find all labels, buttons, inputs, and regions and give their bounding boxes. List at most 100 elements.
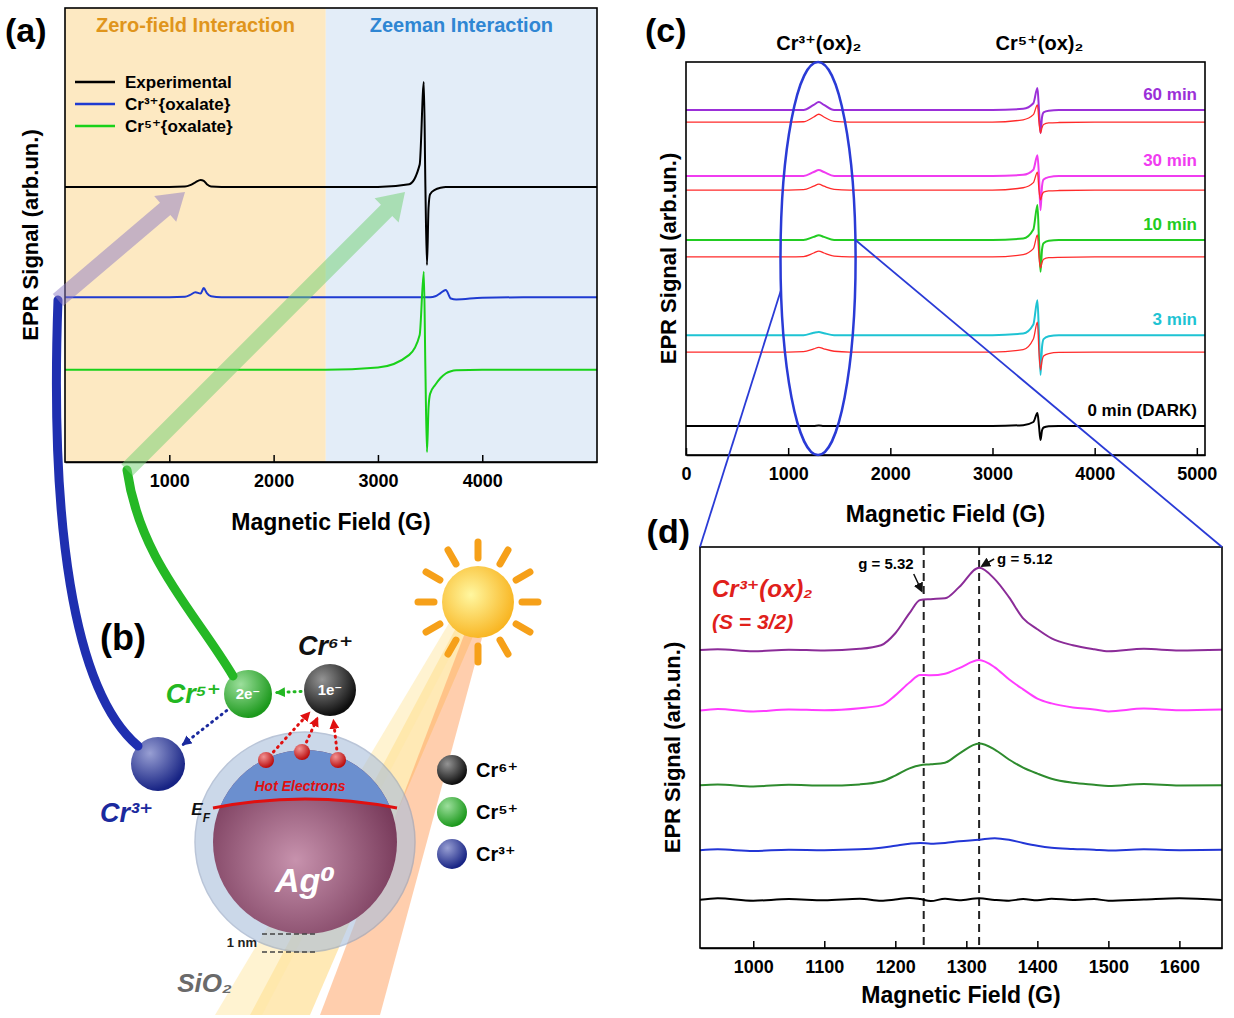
x-tick: 0: [681, 448, 691, 484]
electron-transfer-arrow: [277, 691, 301, 692]
sun: [442, 566, 514, 638]
x-tick-mark: [1094, 448, 1096, 455]
species-label: Cr⁶⁺: [298, 631, 353, 661]
g-factor-line: [923, 547, 925, 948]
spectrum-line: [700, 743, 1222, 786]
x-tick-mark: [378, 455, 380, 462]
region-label: Zero-field Interaction: [96, 14, 295, 36]
x-tick-label: 1000: [734, 957, 774, 977]
legend-swatch: [75, 81, 115, 84]
x-tick-label: 1300: [947, 957, 987, 977]
conduction-band: [205, 740, 405, 808]
key-label: Cr³⁺: [476, 843, 515, 865]
y-axis-title: EPR Signal (arb.un.): [660, 642, 685, 853]
x-axis: 1000110012001300140015001600: [701, 941, 1223, 977]
g-factor-line: [978, 547, 980, 948]
x-tick-label: 2000: [871, 464, 911, 484]
x-tick-mark: [1197, 448, 1199, 455]
chart-panel: Zero-field InteractionZeeman Interaction…: [5, 8, 598, 535]
series-label: 30 min: [1143, 151, 1197, 170]
x-axis-title: Magnetic Field (G): [846, 501, 1045, 527]
legend-swatch: [75, 125, 115, 128]
legend-label: Experimental: [125, 73, 232, 92]
x-tick-label: 4000: [1075, 464, 1115, 484]
thickness-line: [262, 933, 318, 935]
thickness-line: [262, 951, 318, 953]
sun-ray: [426, 624, 440, 632]
x-tick: 1000: [769, 448, 809, 484]
x-tick: 3000: [973, 448, 1013, 484]
x-tick-label: 1200: [876, 957, 916, 977]
sun-ray: [475, 646, 482, 662]
x-axis-title: Magnetic Field (G): [231, 509, 430, 535]
x-tick-mark: [1108, 941, 1110, 948]
key-ball: [437, 839, 467, 869]
x-tick-label: 1500: [1089, 957, 1129, 977]
electron-transfer-arrow: [183, 711, 226, 745]
x-tick-mark: [890, 448, 892, 455]
x-tick: 4000: [463, 455, 503, 491]
electron-count: 2e⁻: [236, 685, 261, 702]
x-tick-label: 3000: [358, 471, 398, 491]
panel-letter: (c): [645, 11, 687, 49]
silica-shell: [195, 732, 415, 952]
legend: ExperimentalCr³⁺{oxalate}Cr⁵⁺{oxalate}: [75, 73, 233, 136]
x-tick: 3000: [358, 455, 398, 491]
x-tick-label: 2000: [254, 471, 294, 491]
sun-ray: [522, 599, 538, 606]
sun-ray: [516, 624, 530, 632]
x-tick: 5000: [1177, 448, 1217, 484]
peak-header: Cr³⁺(ox)₂: [776, 32, 861, 54]
fermi-symbol: E: [191, 800, 203, 819]
x-tick-label: 1100: [805, 957, 844, 977]
spectrum-line: [700, 838, 1222, 851]
sun-ray: [516, 572, 530, 580]
sun-ray: [500, 640, 508, 654]
fermi-subscript: F: [203, 811, 211, 825]
spectrum-line: [65, 288, 597, 299]
x-tick: 2000: [254, 455, 294, 491]
spectrum-line: [65, 82, 597, 265]
x-axis: 0 1000 2000 3000 4000 5000: [681, 448, 1217, 484]
plot-texts: Zero-field InteractionZeeman Interaction…: [5, 11, 553, 535]
hot-electron: [330, 752, 346, 768]
x-tick-mark: [753, 941, 755, 948]
g-factor-arrow: [914, 574, 922, 591]
transfer-arc: [127, 470, 233, 676]
key-label: Cr⁵⁺: [476, 801, 518, 823]
transfer-arrow: [53, 192, 185, 306]
x-tick: 1500: [1089, 941, 1129, 977]
x-tick-mark: [992, 448, 994, 455]
x-tick: 1200: [876, 941, 916, 977]
zoom-line: [855, 240, 1222, 547]
species-label: Cr⁵⁺: [166, 679, 221, 709]
electron-transfer-arrow: [334, 721, 337, 749]
diagram: EFHot ElectronsAg⁰1 nmSiO₂1e⁻Cr⁶⁺2e⁻Cr⁵⁺…: [53, 192, 538, 1015]
legend-swatch: [75, 103, 115, 106]
sun-ray: [448, 640, 456, 654]
transfer-arrow: [121, 192, 405, 476]
panel-letter: (a): [5, 11, 47, 49]
sun-ray: [500, 550, 508, 564]
x-tick-mark: [966, 941, 968, 948]
thickness-label: 1 nm: [227, 935, 257, 950]
chart-panel: Magnetic Field (G) EPR Signal (arb.un.) (d…: [647, 512, 1223, 1008]
series-label: 3 min: [1153, 310, 1197, 329]
x-tick: 1600: [1160, 941, 1200, 977]
hot-electron: [258, 752, 274, 768]
x-axis-title: Magnetic Field (G): [861, 982, 1060, 1008]
spectrum-line: [686, 88, 1205, 133]
x-tick-label: 4000: [463, 471, 503, 491]
key-ball: [437, 755, 467, 785]
panel-letter: (d): [647, 512, 690, 550]
fermi-label: EF: [191, 800, 210, 825]
spectrum-line: [686, 300, 1205, 375]
zoom-line: [700, 290, 781, 547]
sun-ray: [418, 599, 434, 606]
plot-area: [686, 88, 1205, 440]
electron-count: 1e⁻: [318, 681, 343, 698]
annotation: (S = 3/2): [712, 610, 793, 633]
g-factor-arrow: [982, 559, 994, 566]
chromium-ion: [304, 664, 356, 716]
x-tick-label: 5000: [1177, 464, 1217, 484]
